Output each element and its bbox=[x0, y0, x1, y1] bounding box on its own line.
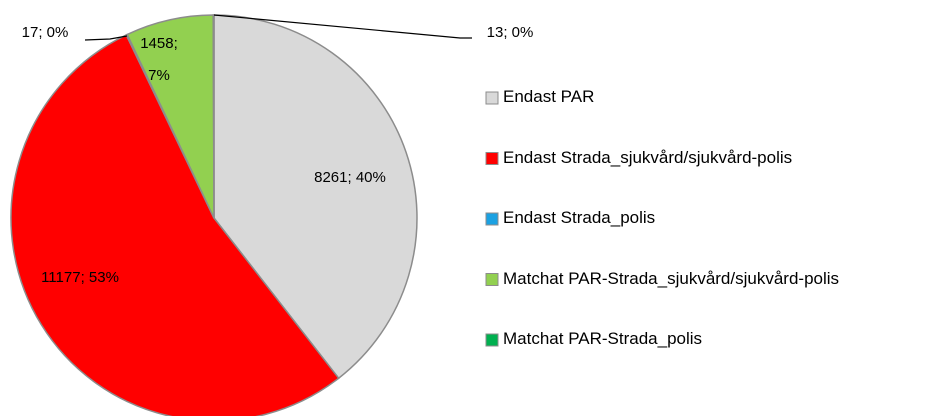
legend-label: Endast Strada_sjukvård/sjukvård-polis bbox=[503, 147, 793, 167]
data-label: 1458; 7% bbox=[140, 35, 178, 84]
legend-label: Endast Strada_polis bbox=[503, 208, 656, 227]
legend-label: Matchat PAR-Strada_polis bbox=[503, 329, 703, 348]
leader-line bbox=[213, 14, 472, 39]
data-label: 11177; 53% bbox=[41, 269, 119, 286]
pie-slice bbox=[10, 33, 340, 416]
legend-swatch bbox=[485, 273, 499, 286]
legend-swatch bbox=[485, 91, 499, 105]
legend-label: Endast PAR bbox=[503, 87, 595, 106]
leader-line bbox=[84, 35, 128, 41]
pie-slice bbox=[212, 14, 215, 219]
legend-swatch bbox=[485, 333, 499, 347]
legend-label: Matchat PAR-Strada_sjukvård/sjukvård-pol… bbox=[503, 268, 840, 288]
pie-slice bbox=[213, 14, 418, 380]
data-label: 8261; 40% bbox=[314, 169, 386, 186]
legend-swatch bbox=[485, 152, 499, 165]
legend-swatch bbox=[485, 212, 499, 226]
data-label: 17; 0% bbox=[21, 24, 69, 41]
data-label: 13; 0% bbox=[486, 24, 534, 41]
